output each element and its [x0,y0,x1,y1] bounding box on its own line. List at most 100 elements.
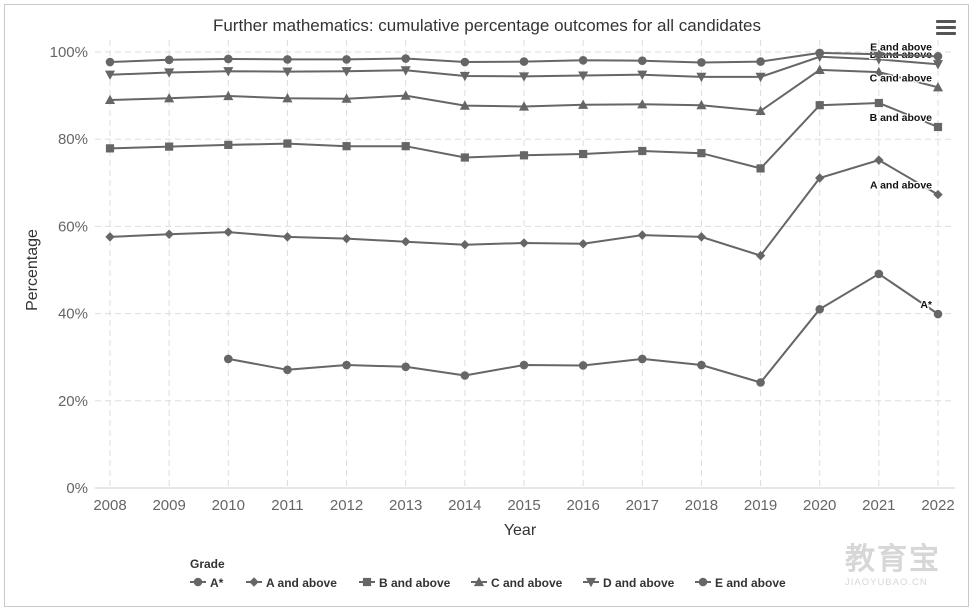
data-point [342,55,351,64]
data-point [401,236,411,247]
legend-marker [362,577,372,587]
data-point [579,149,588,159]
series-b-and-above [105,98,943,173]
y-tick-label: 80% [58,131,88,148]
data-point [460,240,470,250]
legend-label: A and above [266,576,337,590]
data-point [814,64,825,74]
data-point [282,92,293,103]
data-point [519,238,529,248]
chart-title: Further mathematics: cumulative percenta… [213,16,761,35]
legend-marker [249,577,259,587]
data-point [342,142,351,151]
data-point [223,54,233,64]
data-point [755,105,766,115]
legend-label: D and above [603,576,675,590]
data-point [164,55,174,65]
data-point [282,67,293,77]
x-tick-label: 2017 [626,497,659,514]
data-point [401,54,411,63]
data-point [933,189,943,200]
data-point [756,57,765,66]
data-point [400,90,411,100]
legend-label: B and above [379,576,451,590]
data-point [874,98,883,108]
data-point [460,57,470,67]
watermark: 教育宝 JIAOYUBAO.CN [845,543,960,593]
data-point [283,365,292,375]
x-tick-label: 2020 [803,497,836,514]
data-point [756,378,765,387]
series-end-label: C and above [870,72,933,84]
legend-marker [473,576,485,587]
data-point [637,230,647,240]
data-point [223,67,234,77]
data-point [460,371,470,380]
data-point [637,354,647,364]
data-point [638,146,647,156]
data-point [578,71,589,81]
series-e-and-above [105,48,943,67]
data-point [874,49,884,59]
x-axis-title: Year [504,522,537,539]
data-point [637,99,648,109]
watermark-logo-text: 教育宝 [845,542,941,577]
data-point [697,149,706,158]
data-point [578,361,588,370]
hamburger-menu-icon[interactable] [936,20,956,36]
data-point [756,164,765,173]
data-point [459,71,470,82]
legend-item: B and above [359,576,451,590]
data-point [873,66,884,77]
data-point [223,90,234,101]
data-point [223,354,233,364]
data-point [933,309,943,319]
data-point [697,58,706,67]
data-point [164,229,174,239]
x-tick-label: 2010 [212,497,245,514]
data-point [933,52,943,61]
y-axis-title: Percentage [24,229,41,311]
data-point [400,66,411,76]
x-tick-label: 2009 [152,497,185,514]
legend-item: D and above [583,576,675,590]
data-point [696,232,707,242]
data-point [518,101,530,111]
x-tick-label: 2013 [389,497,422,514]
x-tick-label: 2015 [507,497,540,514]
data-point [282,232,293,242]
x-tick-label: 2012 [330,497,363,514]
legend-label: A* [210,576,224,590]
x-tick-label: 2019 [744,497,777,514]
data-point [874,155,884,165]
data-point [518,72,530,82]
data-point [755,72,766,83]
data-point [401,142,410,151]
data-point [874,269,884,279]
y-tick-label: 100% [50,44,88,61]
x-tick-label: 2022 [921,497,954,514]
watermark-url-text: JIAOYUBAO.CN [845,577,928,588]
data-point [519,57,529,66]
data-point [578,55,588,65]
legend-item: A* [190,576,224,590]
gridlines [95,40,955,488]
data-point [164,92,175,103]
series-end-label: E and above [870,41,932,53]
x-tick-label: 2021 [862,497,895,514]
data-point [932,82,944,92]
data-point [104,94,116,105]
data-point [459,100,470,110]
legend-item: E and above [695,576,786,590]
legend-label: E and above [715,576,786,590]
data-point [224,140,233,149]
series-a-and-above [105,155,943,261]
data-point [341,233,352,244]
legend-marker [193,577,203,587]
data-point [342,360,351,370]
data-point [519,360,529,370]
data-point [697,360,706,370]
legend-label: C and above [491,576,563,590]
data-point [165,142,174,151]
